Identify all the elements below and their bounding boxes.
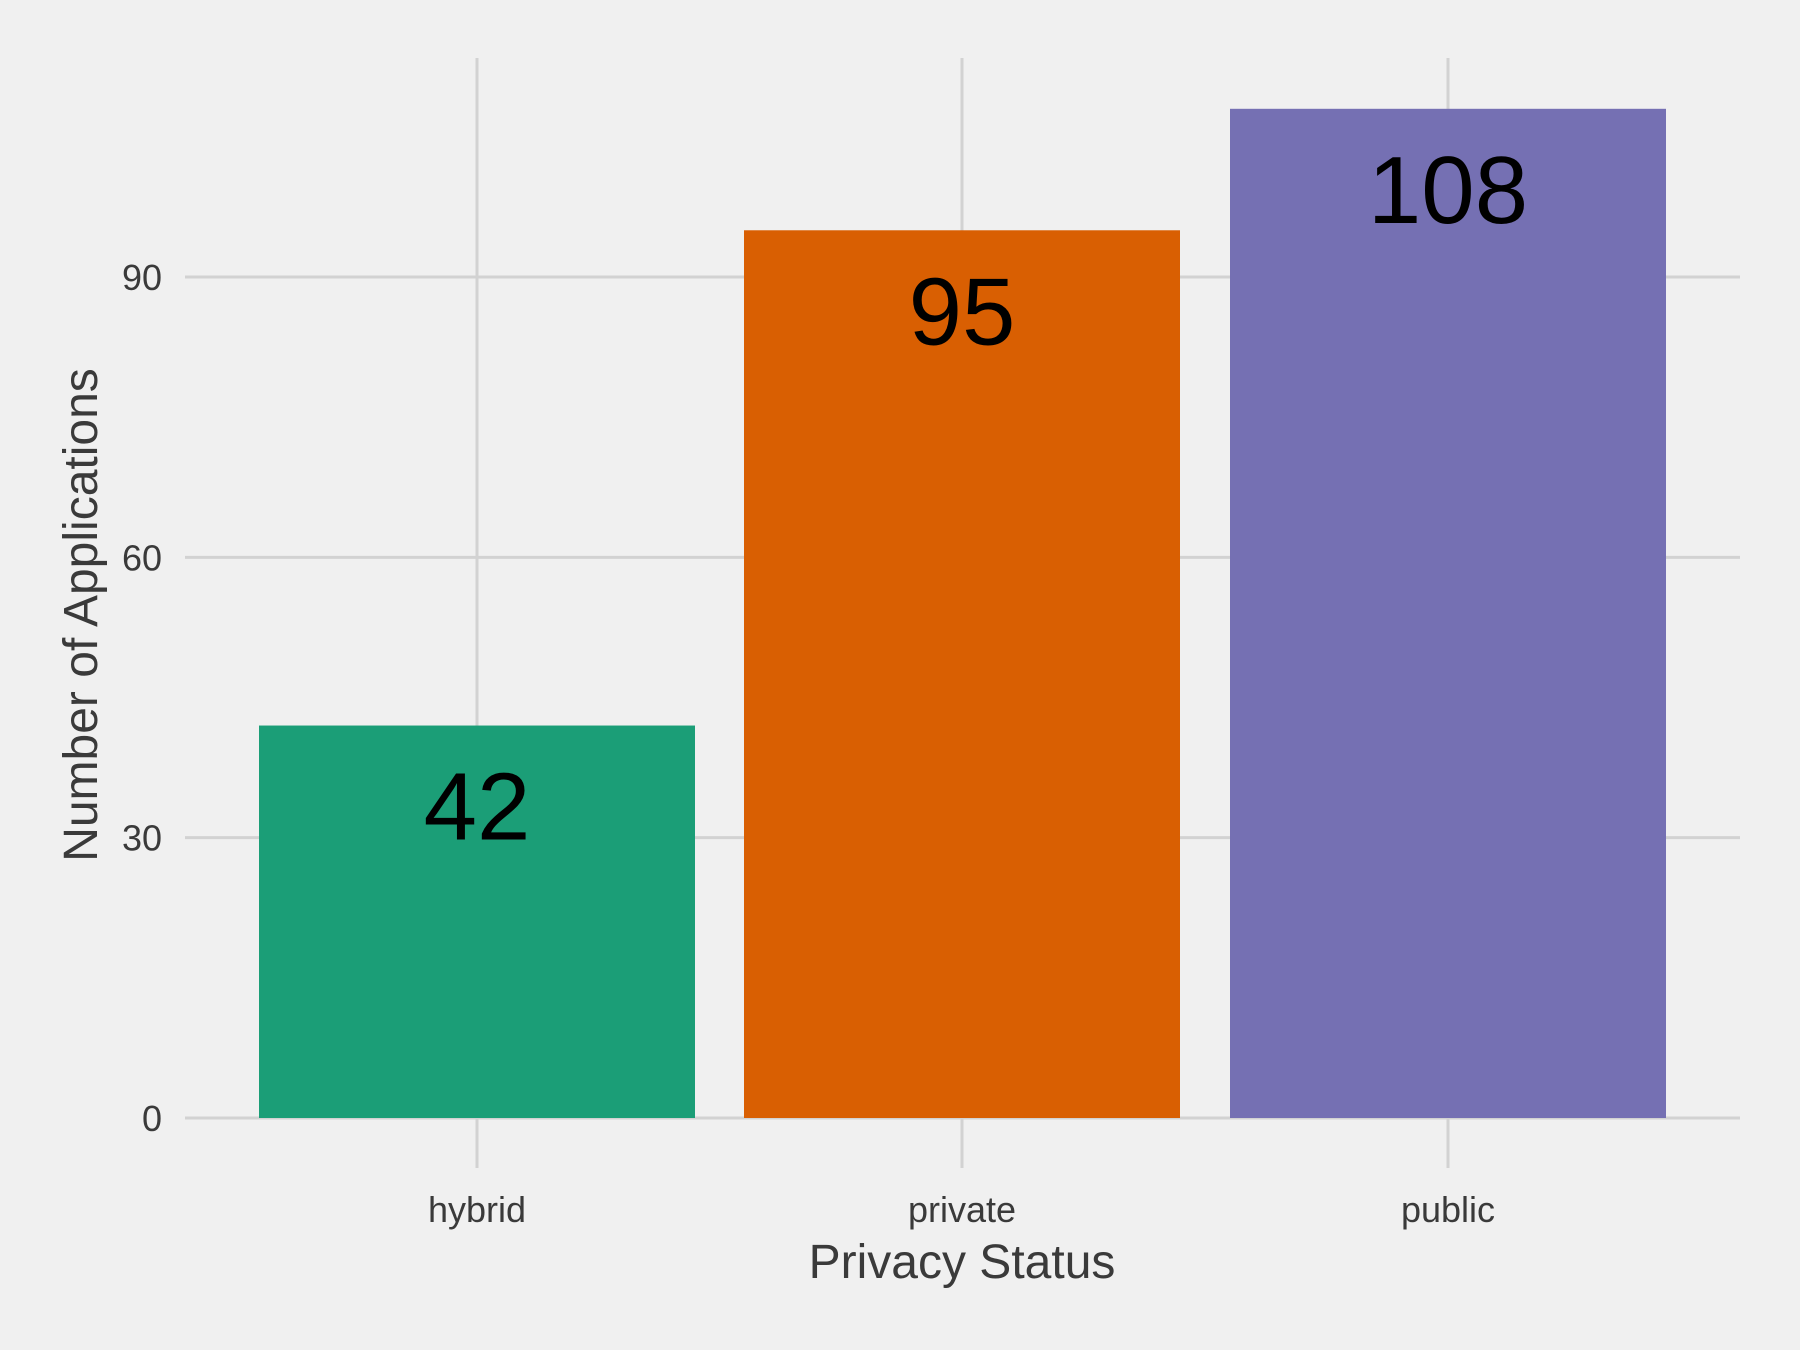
x-axis-title: Privacy Status xyxy=(809,1236,1116,1289)
bars xyxy=(259,108,1666,1119)
bar-value-labels: 42 95 108 xyxy=(424,137,1528,861)
x-tick-label-private: private xyxy=(908,1189,1016,1230)
bar-public xyxy=(1230,108,1666,1119)
x-tick-label-public: public xyxy=(1401,1189,1495,1230)
x-tick-label-hybrid: hybrid xyxy=(428,1189,526,1230)
x-axis-tick-labels: hybrid private public xyxy=(428,1189,1495,1230)
y-axis-title: Number of Applications xyxy=(55,368,108,862)
bar-private xyxy=(744,230,1180,1118)
y-tick-label: 60 xyxy=(122,537,162,578)
bar-value-label-private: 95 xyxy=(909,258,1016,365)
y-tick-label: 30 xyxy=(122,818,162,859)
y-tick-label: 0 xyxy=(142,1098,162,1139)
y-axis-tick-labels: 0 30 60 90 xyxy=(122,257,162,1139)
bar-value-label-public: 108 xyxy=(1368,137,1528,244)
bar-hybrid xyxy=(259,725,695,1118)
bar-value-label-hybrid: 42 xyxy=(424,754,531,861)
y-tick-label: 90 xyxy=(122,257,162,298)
